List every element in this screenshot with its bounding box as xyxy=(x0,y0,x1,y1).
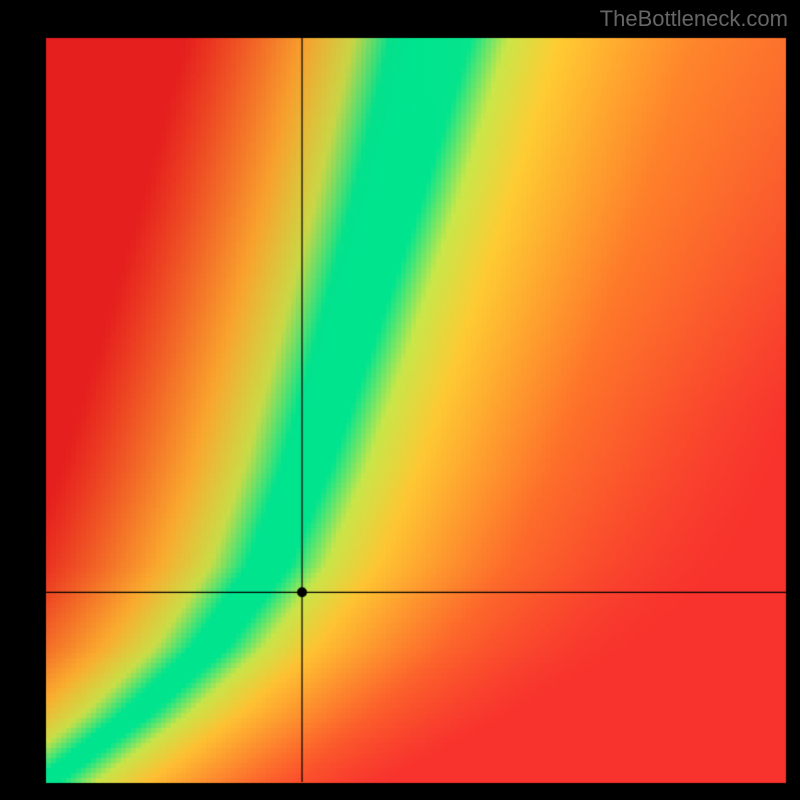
watermark-text: TheBottleneck.com xyxy=(600,6,788,32)
chart-container: TheBottleneck.com xyxy=(0,0,800,800)
bottleneck-heatmap xyxy=(0,0,800,800)
